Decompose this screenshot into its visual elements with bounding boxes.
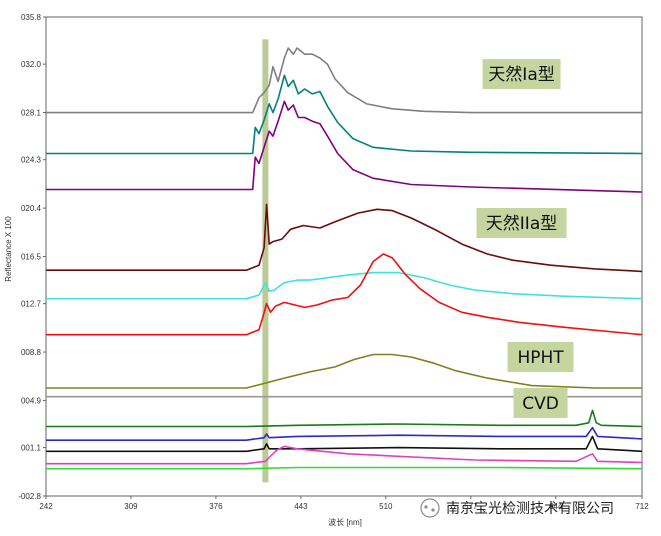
group-label-box [482,59,561,90]
series-line-3 [46,100,643,193]
watermark-text: 南京宝光检测技术有限公司 [446,501,614,517]
x-tick-label: 376 [209,502,223,511]
series-lines [46,47,643,470]
group-label-box [513,387,568,418]
y-tick-label: 028.1 [21,109,42,118]
y-ticks: -002.8 001.1 004.9 008.8 012.7 016.5 020.4 024.… [18,13,46,501]
y-tick-label: 001.1 [21,444,42,453]
wechat-logo-icon [420,498,440,518]
group-label-text: CVD [522,394,559,414]
x-tick-label: 309 [124,502,138,511]
group-label-text: 天然IIa型 [486,214,557,234]
group-label-text: 天然Ia型 [488,65,554,85]
group-label-box [476,207,567,238]
x-axis-title: 波长 [nm] [328,517,362,527]
watermark: 南京宝光检测技术有限公司 [420,498,614,518]
y-tick-label: 035.8 [21,13,42,22]
plot-frame [45,16,643,497]
series-line-11 [46,435,643,453]
y-tick-label: 016.5 [21,253,42,262]
series-line-12 [46,445,643,465]
y-tick-label: 032.0 [21,60,42,69]
wechat-logo-dot-left [424,505,428,509]
series-line-1 [46,47,642,114]
x-tick-label: 712 [635,502,649,511]
highlight-band [262,39,269,483]
y-tick-label: 024.3 [21,156,42,165]
y-axis-title: Reflectance X 100 [4,216,13,282]
x-tick-label: 443 [294,502,308,511]
y-tick-label: 012.7 [21,300,42,309]
series-line-4 [46,203,643,273]
y-tick-label: 008.8 [21,348,42,357]
x-tick-label: 510 [379,502,393,511]
group-label-box [507,342,574,373]
series-line-7 [46,353,642,389]
y-tick-label: -002.8 [18,492,41,501]
series-line-6 [46,253,643,336]
wechat-logo-dot-right [431,508,435,512]
x-tick-label: 242 [39,502,53,511]
series-line-2 [46,74,643,155]
series-line-10 [46,426,643,441]
x-tick-label: 644 [549,502,563,511]
y-tick-label: 020.4 [21,204,42,213]
group-label-text: HPHT [517,348,564,368]
highlight-band-rect [262,39,269,483]
series-line-5 [46,271,643,300]
y-tick-label: 004.9 [21,396,42,405]
x-tick-label: 577 [464,502,478,511]
series-line-13 [46,466,643,470]
series-line-9 [46,409,643,428]
